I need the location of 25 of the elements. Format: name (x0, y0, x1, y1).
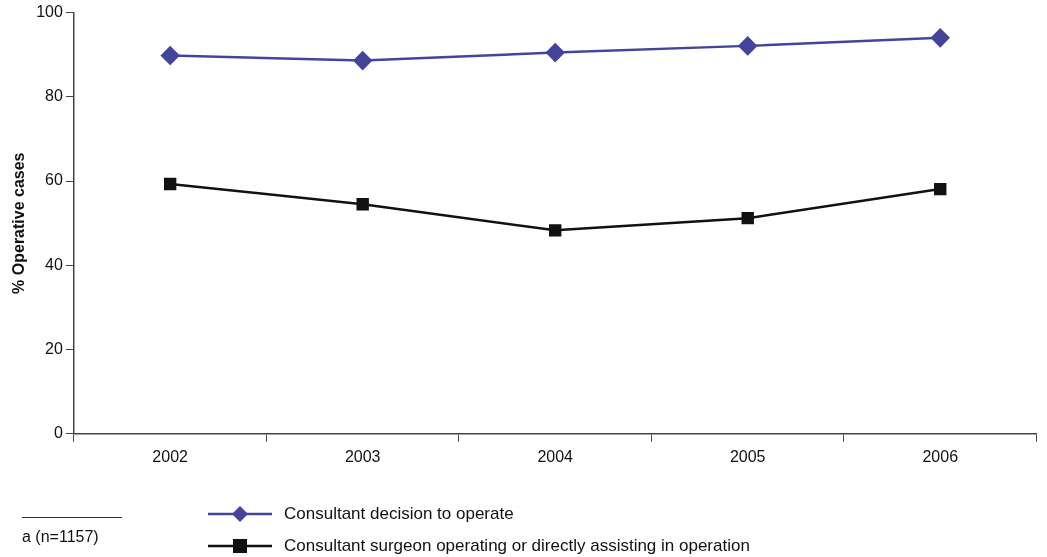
y-tick-label: 100 (36, 3, 63, 21)
point (934, 182, 947, 196)
point (545, 43, 565, 62)
point (163, 177, 177, 191)
point (353, 51, 372, 70)
y-axis-title: % Operative cases (10, 152, 28, 294)
x-tick-label: 2005 (729, 447, 766, 465)
point (930, 28, 950, 48)
point (738, 36, 757, 56)
point (549, 224, 562, 237)
y-tick-label: 40 (45, 255, 63, 273)
x-tick-label: 2006 (922, 447, 959, 465)
point (356, 198, 369, 211)
legend-label: Consultant surgeon operating or directly assisting in operation (284, 535, 750, 555)
y-tick-label: 80 (45, 87, 63, 105)
point (160, 46, 180, 65)
text: a (n=1157) (22, 528, 99, 546)
x-tick-label: 2004 (537, 447, 574, 465)
y-tick-label: 60 (45, 171, 63, 189)
y-tick-label: 20 (45, 339, 63, 357)
x-tick-label: 2002 (152, 447, 189, 465)
point (741, 211, 754, 225)
x-tick-label: 2003 (344, 447, 381, 465)
legend-label: Consultant decision to operate (284, 503, 514, 523)
y-tick-label: 0 (53, 424, 63, 442)
